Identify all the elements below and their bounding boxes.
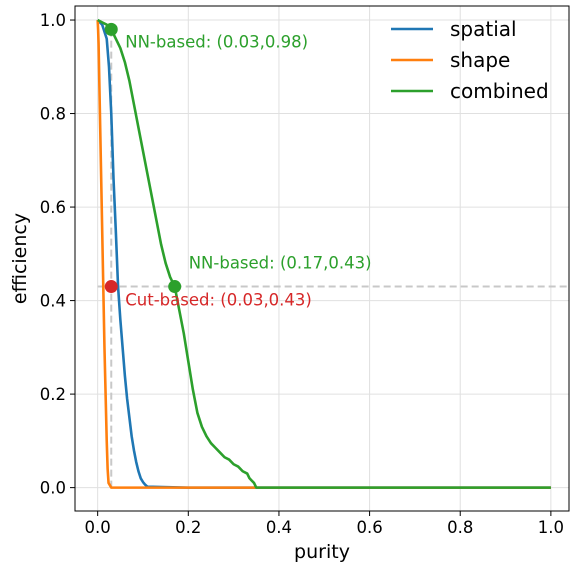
legend-label-spatial: spatial — [450, 17, 517, 41]
axis-ticks: 0.0 0.2 0.4 0.6 0.8 1.0 0.0 0.2 0.4 0.6 0.8 1.0 — [40, 11, 564, 537]
legend: spatial shape combined — [391, 17, 549, 103]
x-tick-label: 0.8 — [447, 518, 473, 537]
legend-label-combined: combined — [450, 79, 549, 103]
y-axis-label: efficiency — [9, 213, 31, 304]
y-tick-label: 0.8 — [40, 105, 66, 124]
marker-annotation: NN-based: (0.03,0.98) — [125, 32, 308, 51]
plot-frame — [74, 5, 570, 512]
y-tick-label: 0.2 — [40, 385, 66, 404]
series-lines — [96, 18, 551, 489]
y-tick-label: 1.0 — [40, 11, 66, 30]
highlight-markers: NN-based: (0.03,0.98) NN-based: (0.17,0.4… — [104, 22, 372, 310]
x-tick-label: 0.2 — [175, 518, 201, 537]
marker-annotation: Cut-based: (0.03,0.43) — [125, 291, 312, 310]
y-tick-label: 0.0 — [40, 479, 66, 498]
marker-point — [104, 280, 118, 294]
grid-lines — [75, 6, 569, 511]
x-tick-label: 0.4 — [266, 518, 292, 537]
marker-point — [104, 22, 118, 36]
x-tick-label: 1.0 — [538, 518, 564, 537]
x-tick-label: 0.6 — [356, 518, 382, 537]
series-line-combined — [97, 18, 551, 489]
x-tick-label: 0.0 — [85, 518, 111, 537]
x-axis-label: purity — [294, 541, 350, 563]
y-tick-label: 0.4 — [40, 292, 66, 311]
legend-label-shape: shape — [450, 48, 510, 72]
marker-point — [168, 280, 182, 294]
y-tick-label: 0.6 — [40, 198, 66, 217]
marker-annotation: NN-based: (0.17,0.43) — [189, 254, 372, 273]
